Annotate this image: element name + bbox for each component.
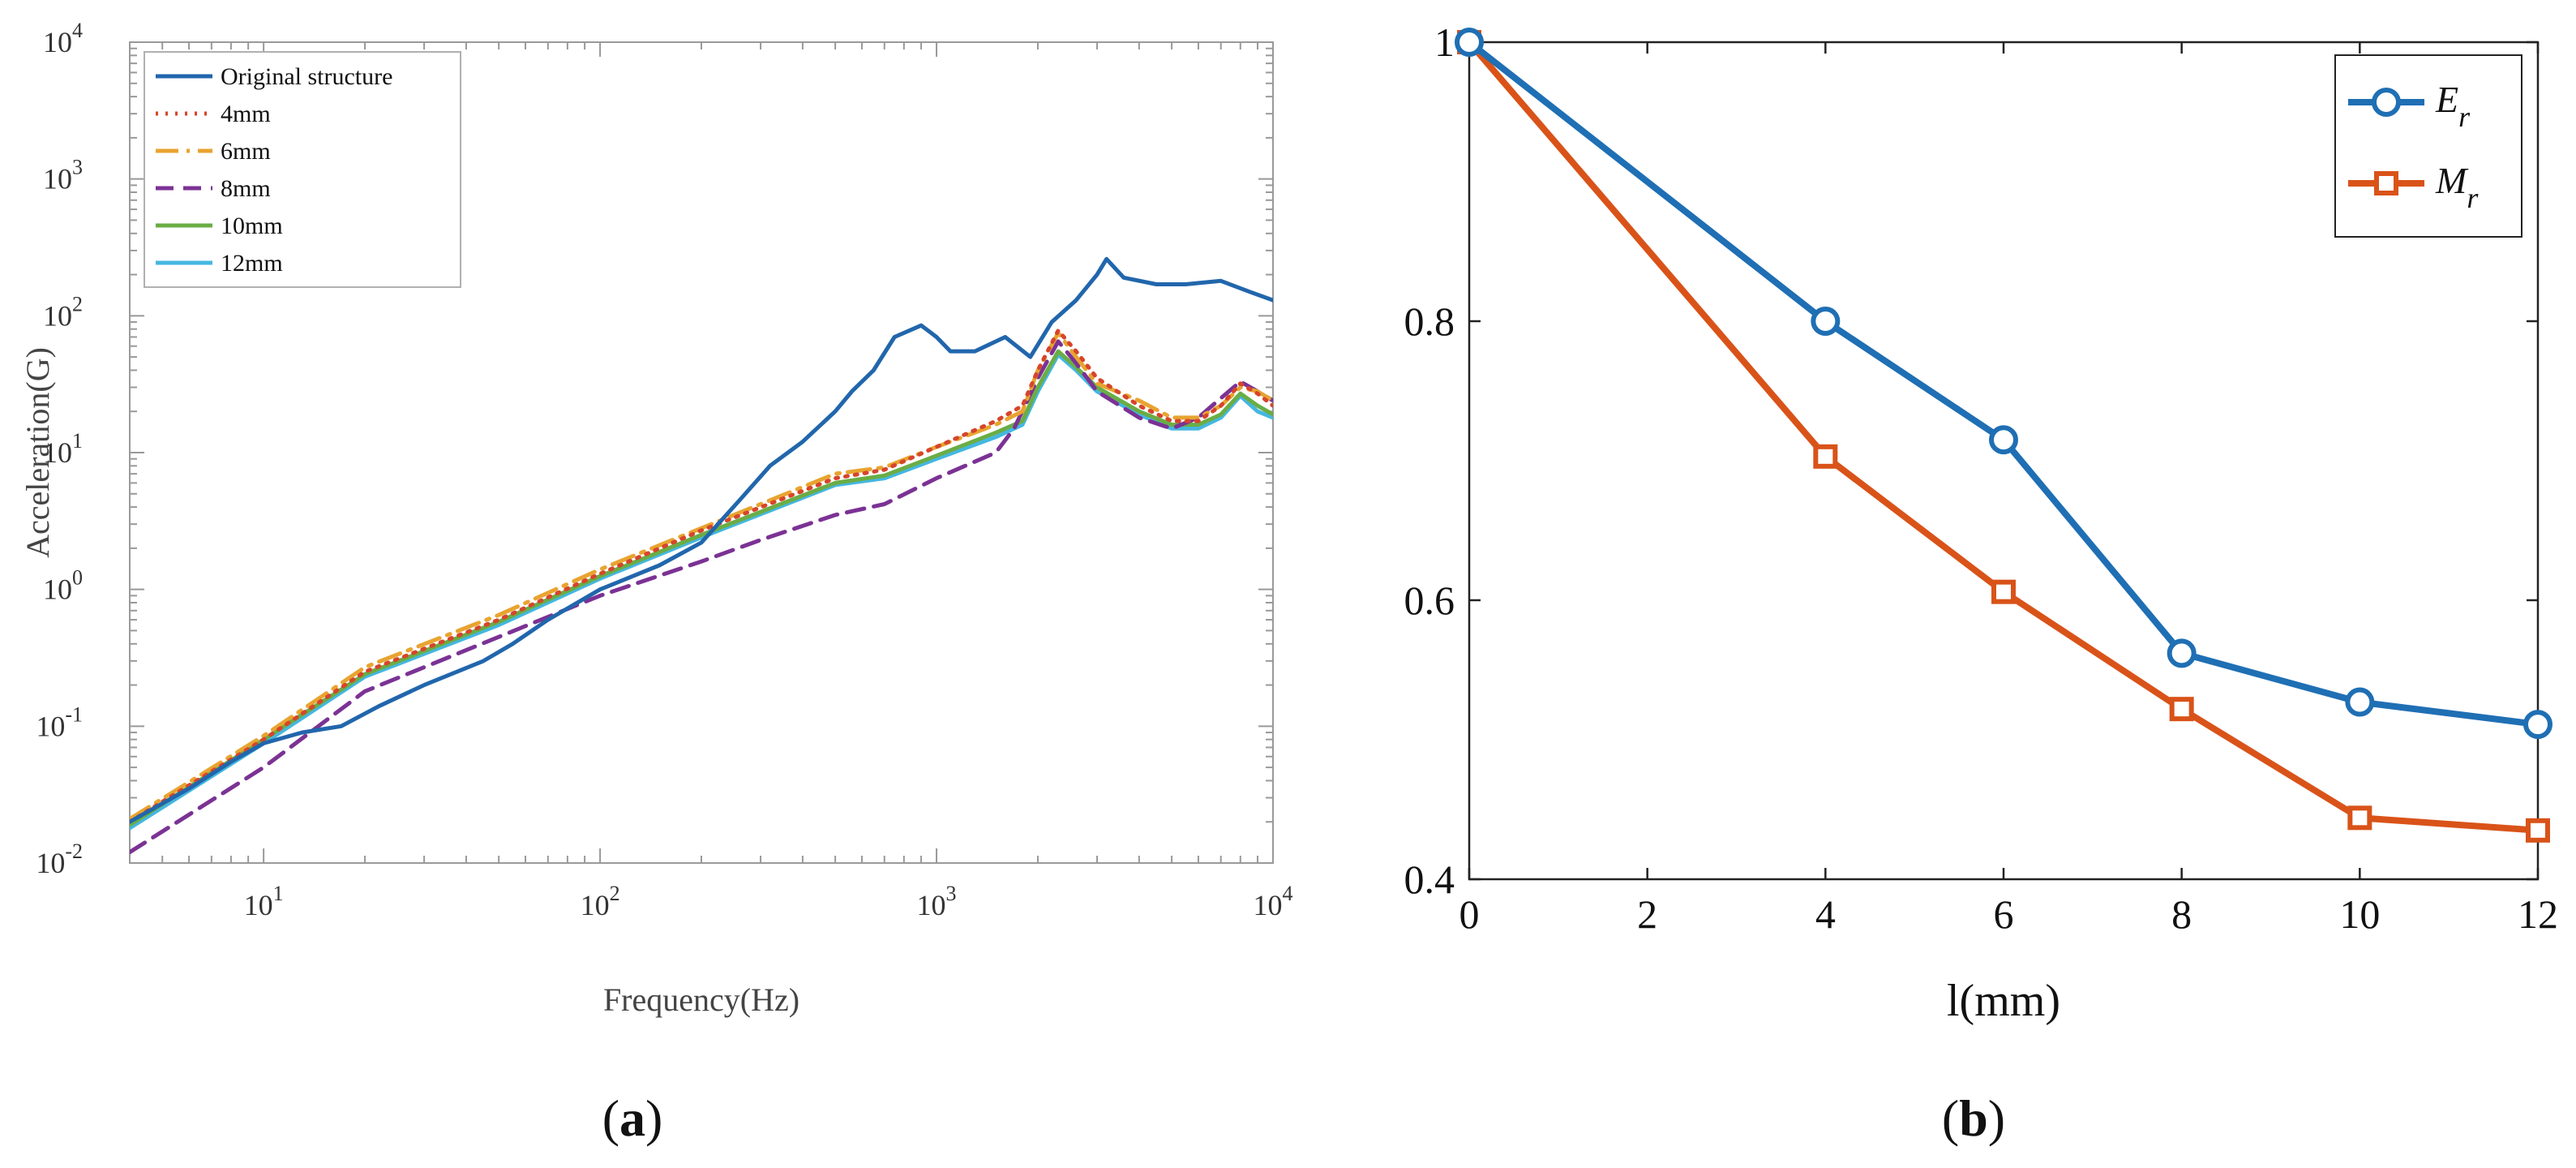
chart-a-x-tick-base: 10: [244, 889, 273, 921]
chart-a-y-tick-label: 10-2: [36, 840, 83, 879]
chart-a-x-tick-labels: 101 102 103 104: [244, 882, 1293, 921]
chart-a-y-tick-exp: -1: [65, 702, 83, 726]
chart-b-x-tick-label: 12: [2518, 891, 2558, 937]
chart-a-x-tick-exp: 2: [610, 882, 620, 905]
chart-a-x-tick-label: 101: [244, 882, 284, 921]
chart-b-point-circle: [2167, 638, 2197, 668]
chart-b-panel-label-letter: b: [1959, 1089, 1988, 1147]
chart-a-y-tick-exp: 4: [72, 19, 83, 42]
chart-a-y-tick-base: 10: [36, 847, 65, 879]
chart-b-x-tick-label: 2: [1637, 891, 1657, 937]
chart-a-legend-label: 10mm: [221, 213, 283, 239]
chart-b-point-square: [2347, 805, 2372, 831]
chart-a-y-tick-label: 104: [43, 19, 83, 58]
chart-b-y-tick-label: 1: [1434, 19, 1455, 65]
chart-b-panel-label-open: (: [1942, 1089, 1959, 1147]
chart-b-x-tick-label: 4: [1815, 891, 1836, 937]
chart-a-legend-label: 6mm: [221, 138, 271, 165]
chart-b-y-tick-label: 0.8: [1404, 298, 1455, 344]
chart-a-panel-label-open: (: [602, 1089, 619, 1147]
chart-a-y-tick-label: 102: [43, 292, 83, 332]
chart-a-y-tick-label: 100: [43, 566, 83, 606]
chart-b-point-circle: [1811, 307, 1841, 336]
chart-b-legend-box: [2334, 54, 2522, 238]
chart-b-series-group: [1455, 28, 2552, 843]
chart-b-x-tick-label: 10: [2339, 891, 2380, 937]
chart-a-x-tick-base: 10: [581, 889, 610, 921]
chart-a-x-axis-label: Frequency(Hz): [603, 981, 799, 1018]
chart-a-panel-label: (a): [602, 1089, 663, 1147]
chart-a-x-tick-exp: 3: [946, 882, 957, 905]
chart-a-y-tick-base: 10: [43, 163, 72, 195]
chart-a-legend-label: 12mm: [221, 250, 283, 277]
chart-b-point-square: [2526, 818, 2550, 843]
chart-a-y-tick-label: 10-1: [36, 702, 83, 742]
chart-b-point-circle: [2523, 710, 2552, 740]
chart-a-panel-label-letter: a: [619, 1089, 645, 1147]
chart-b-legend-label: Mr: [2435, 160, 2479, 214]
chart-a-series-group: [130, 256, 1273, 855]
chart-b-x-axis-label: l(mm): [1947, 976, 2060, 1026]
chart-a-x-tick-exp: 1: [273, 882, 284, 905]
chart-b-point-circle: [2345, 687, 2375, 717]
chart-b-x-tick-label: 6: [1994, 891, 2014, 937]
chart-b-legend-subscript: r: [2458, 101, 2471, 133]
chart-b-point-circle: [1989, 425, 2018, 455]
chart-a-legend-label: 8mm: [221, 175, 271, 202]
chart-a-x-tick-base: 10: [1254, 889, 1283, 921]
chart-b-x-tick-labels: 0 2 4 6 8 10 12: [1459, 891, 2559, 937]
chart-b-point-square: [2169, 697, 2194, 722]
chart-a-panel-label-close: ): [645, 1089, 662, 1147]
chart-b-legend-symbol: E: [2435, 79, 2458, 120]
chart-a-x-tick-label: 104: [1254, 882, 1293, 921]
chart-a-y-tick-exp: 2: [72, 292, 83, 316]
chart-b-legend-subscript: r: [2467, 182, 2479, 214]
chart-b-x-tick-label: 0: [1459, 891, 1480, 937]
chart-a-x-tick-base: 10: [917, 889, 946, 921]
chart-a-x-tick-exp: 4: [1283, 882, 1293, 905]
chart-a-x-tick-label: 102: [581, 882, 620, 921]
chart-a-y-tick-label: 103: [43, 156, 83, 195]
chart-b-panel-label: (b): [1942, 1089, 2005, 1147]
chart-b-series-line-0: [1467, 39, 2539, 728]
chart-a-y-tick-exp: 1: [72, 429, 83, 453]
chart-a-series-line-2: [130, 330, 1273, 822]
chart-b-x-tick-label: 8: [2171, 891, 2192, 937]
chart-a-legend: Original structure 4mm 6mm 8mm 10mm 12mm: [144, 51, 461, 288]
chart-a-y-tick-base: 10: [43, 436, 72, 469]
chart-b-point-square: [1813, 444, 1838, 469]
chart-b-y-tick-labels: 0.4 0.6 0.8 1: [1404, 19, 1455, 902]
chart-a-y-tick-base: 10: [43, 26, 72, 58]
chart-a-legend-label: 4mm: [221, 101, 271, 127]
chart-b-panel-label-close: ): [1988, 1089, 2005, 1147]
chart-a-y-axis-label: Acceleration(G): [19, 347, 56, 558]
chart-a-series-line-1: [130, 328, 1273, 824]
chart-b-series-line-1: [1466, 40, 2539, 834]
chart-b-legend-marker-square: [2374, 171, 2398, 195]
chart-a-series-line-0: [130, 256, 1273, 824]
chart-b-legend-marker-circle: [2372, 88, 2401, 117]
chart-b-point-square: [1991, 579, 2016, 604]
chart-a-y-tick-base: 10: [36, 710, 65, 742]
chart-a-legend-label: Original structure: [221, 63, 392, 90]
chart-a-y-tick-exp: -2: [65, 840, 83, 863]
chart-a-y-tick-label: 101: [43, 429, 83, 469]
chart-a-y-tick-base: 10: [43, 573, 72, 606]
chart-a-x-tick-label: 103: [917, 882, 957, 921]
chart-b-point-circle: [1455, 28, 1484, 57]
chart-a-legend-box: [144, 51, 461, 288]
chart-b-legend-symbol: M: [2435, 160, 2469, 201]
chart-a-y-tick-exp: 3: [72, 156, 83, 179]
chart-b-legend-label: Er: [2435, 79, 2471, 133]
chart-b-y-tick-label: 0.6: [1404, 578, 1455, 623]
chart-a-y-tick-exp: 0: [72, 566, 83, 590]
chart-b-y-tick-label: 0.4: [1404, 857, 1455, 902]
chart-a-y-tick-base: 10: [43, 299, 72, 332]
